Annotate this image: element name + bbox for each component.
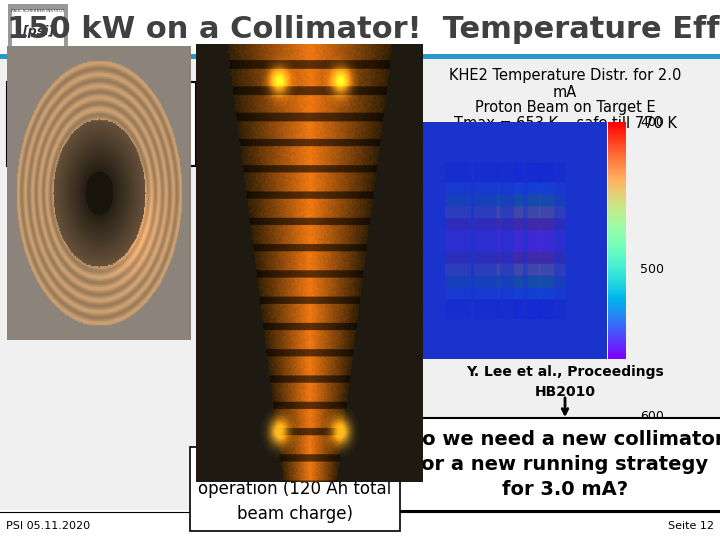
Bar [12, 10, 64, 46]
Text: p-Beam: p-Beam [430, 203, 490, 217]
Text: PSI 05.11.2020: PSI 05.11.2020 [6, 521, 90, 531]
Bar [0, 0, 720, 58]
Text: KHE2 Collimator
during installation
(1990): KHE2 Collimator during installation (199… [15, 90, 187, 158]
Text: (~2.6 mA): (~2.6 mA) [527, 132, 603, 147]
Text: [psi]: [psi] [22, 24, 54, 37]
Text: Do we need a new collimator
or a new running strategy
for 3.0 mA?: Do we need a new collimator or a new run… [406, 430, 720, 499]
Bar [0, 59, 720, 510]
Bar [0, 54, 720, 59]
Text: Y. Lee et al., Proceedings
HB2010: Y. Lee et al., Proceedings HB2010 [466, 365, 664, 399]
Bar [8, 4, 68, 52]
Text: 400: 400 [640, 116, 664, 129]
Text: KHE2 Temperature Distr. for 2.0: KHE2 Temperature Distr. for 2.0 [449, 68, 681, 83]
Text: p: p [430, 298, 440, 312]
Text: 150 kW on a Collimator!  Temperature Effect: 150 kW on a Collimator! Temperature Effe… [7, 16, 720, 44]
Text: Tmax = 653 K,   safe till 770 K: Tmax = 653 K, safe till 770 K [454, 116, 677, 131]
Text: mA: mA [553, 85, 577, 100]
Text: PAUL SCHERRER INSTITUT: PAUL SCHERRER INSTITUT [12, 9, 65, 13]
Bar [0, 510, 720, 540]
Text: Proton Beam on Target E: Proton Beam on Target E [474, 100, 655, 115]
Text: Seite 12: Seite 12 [668, 521, 714, 531]
Text: 500: 500 [640, 263, 664, 276]
Text: …and after 20 years
operation (120 Ah total
beam charge): …and after 20 years operation (120 Ah to… [199, 455, 392, 523]
Text: 600: 600 [640, 410, 664, 423]
